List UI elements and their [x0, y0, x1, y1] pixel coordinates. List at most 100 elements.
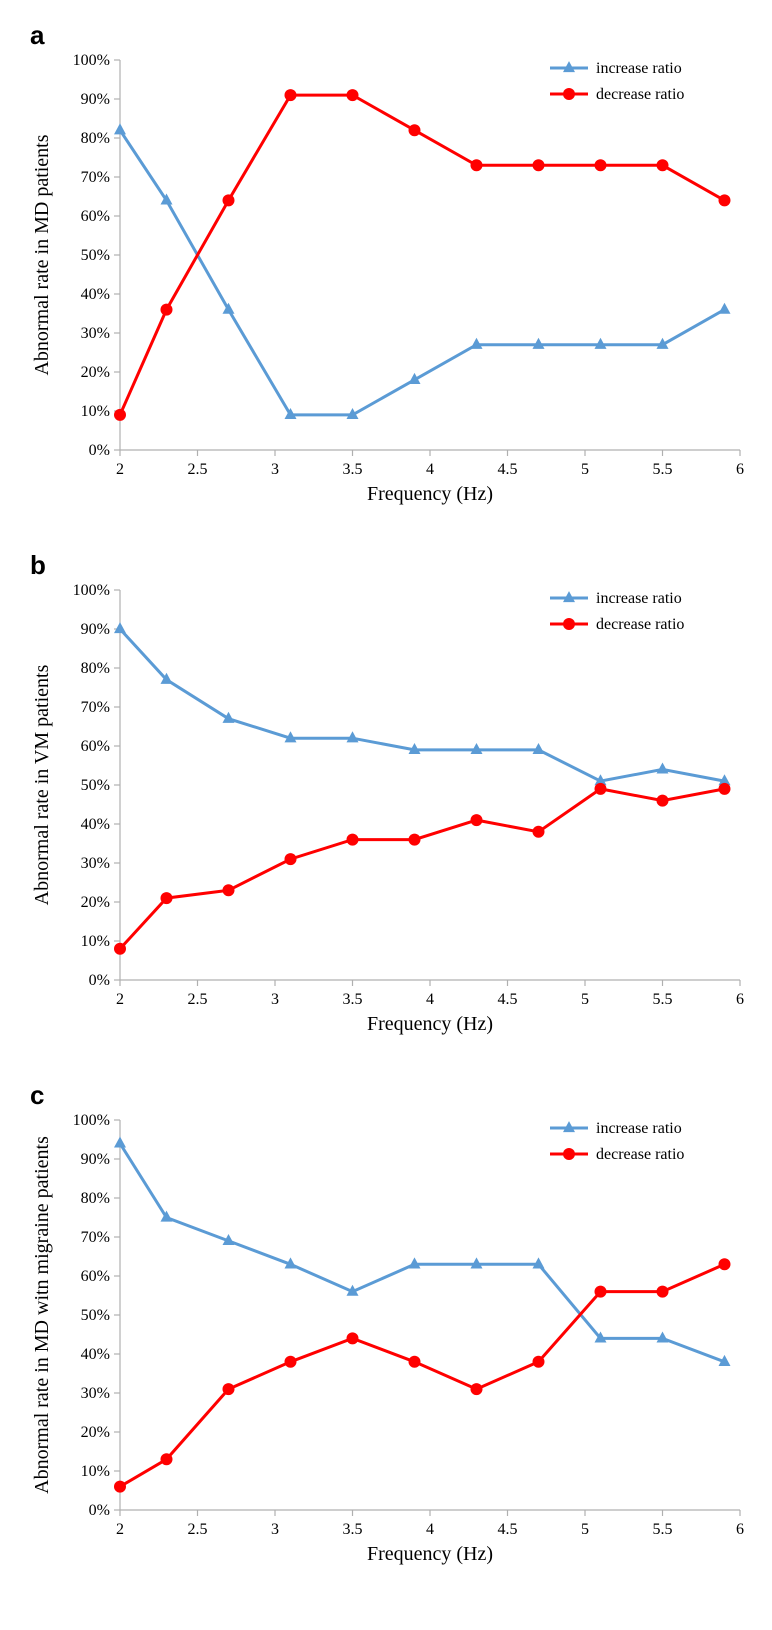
- y-tick-label: 30%: [81, 325, 110, 342]
- decrease-line: [120, 1264, 725, 1486]
- circle-marker: [595, 159, 607, 171]
- y-tick-label: 20%: [81, 364, 110, 381]
- y-axis-title: Abnormal rate in MD patients: [31, 134, 53, 375]
- decrease-line: [120, 789, 725, 949]
- y-tick-label: 80%: [81, 130, 110, 147]
- circle-marker: [114, 409, 126, 421]
- y-tick-label: 70%: [81, 169, 110, 186]
- y-tick-label: 50%: [81, 777, 110, 794]
- decrease-line: [120, 95, 725, 415]
- y-tick-label: 90%: [81, 621, 110, 638]
- x-tick-label: 4.5: [498, 1521, 518, 1538]
- x-tick-label: 5: [581, 1521, 589, 1538]
- y-tick-label: 100%: [73, 582, 110, 599]
- triangle-marker: [114, 1137, 126, 1148]
- circle-marker: [285, 853, 297, 865]
- y-tick-label: 80%: [81, 1190, 110, 1207]
- circle-marker: [161, 304, 173, 316]
- circle-marker: [114, 943, 126, 955]
- y-tick-label: 20%: [81, 1424, 110, 1441]
- circle-marker: [223, 1383, 235, 1395]
- panel-label-b: b: [30, 550, 46, 581]
- y-tick-label: 10%: [81, 933, 110, 950]
- x-tick-label: 2.5: [188, 991, 208, 1008]
- y-tick-label: 90%: [81, 1151, 110, 1168]
- legend-increase-label: increase ratio: [596, 1120, 682, 1137]
- x-tick-label: 6: [736, 461, 744, 478]
- panel-c: c 0%10%20%30%40%50%60%70%80%90%100%22.53…: [20, 1080, 752, 1580]
- y-tick-label: 10%: [81, 1463, 110, 1480]
- x-tick-label: 5: [581, 461, 589, 478]
- y-tick-label: 60%: [81, 738, 110, 755]
- panel-label-a: a: [30, 20, 44, 51]
- y-tick-label: 100%: [73, 52, 110, 69]
- circle-marker: [409, 834, 421, 846]
- panel-a: a 0%10%20%30%40%50%60%70%80%90%100%22.53…: [20, 20, 752, 520]
- circle-marker: [719, 783, 731, 795]
- x-tick-label: 4: [426, 991, 434, 1008]
- x-tick-label: 3: [271, 991, 279, 1008]
- x-tick-label: 2.5: [188, 461, 208, 478]
- increase-line: [120, 130, 725, 415]
- x-axis-title: Frequency (Hz): [367, 483, 493, 505]
- circle-marker: [657, 159, 669, 171]
- circle-marker: [533, 1356, 545, 1368]
- y-tick-label: 90%: [81, 91, 110, 108]
- circle-marker: [563, 1148, 575, 1160]
- circle-marker: [409, 1356, 421, 1368]
- circle-marker: [223, 884, 235, 896]
- circle-marker: [471, 159, 483, 171]
- y-tick-label: 20%: [81, 894, 110, 911]
- triangle-marker: [114, 622, 126, 633]
- circle-marker: [595, 1286, 607, 1298]
- increase-line: [120, 1143, 725, 1361]
- circle-marker: [347, 834, 359, 846]
- circle-marker: [657, 1286, 669, 1298]
- y-tick-label: 70%: [81, 699, 110, 716]
- x-axis-title: Frequency (Hz): [367, 1543, 493, 1565]
- y-tick-label: 30%: [81, 855, 110, 872]
- legend-decrease-label: decrease ratio: [596, 86, 684, 103]
- circle-marker: [161, 1453, 173, 1465]
- circle-marker: [161, 892, 173, 904]
- x-tick-label: 6: [736, 991, 744, 1008]
- y-tick-label: 0%: [89, 1502, 110, 1519]
- circle-marker: [719, 1258, 731, 1270]
- x-tick-label: 2: [116, 991, 124, 1008]
- y-tick-label: 30%: [81, 1385, 110, 1402]
- x-tick-label: 3: [271, 461, 279, 478]
- chart-panel-c: 0%10%20%30%40%50%60%70%80%90%100%22.533.…: [20, 1080, 772, 1580]
- y-axis-title: Abnormal rate in VM patients: [31, 664, 53, 905]
- x-tick-label: 3.5: [343, 1521, 363, 1538]
- y-tick-label: 50%: [81, 1307, 110, 1324]
- increase-line: [120, 629, 725, 781]
- legend-increase-label: increase ratio: [596, 60, 682, 77]
- circle-marker: [347, 89, 359, 101]
- y-tick-label: 50%: [81, 247, 110, 264]
- x-tick-label: 2: [116, 1521, 124, 1538]
- y-tick-label: 40%: [81, 286, 110, 303]
- circle-marker: [563, 618, 575, 630]
- circle-marker: [533, 826, 545, 838]
- circle-marker: [471, 1383, 483, 1395]
- x-tick-label: 6: [736, 1521, 744, 1538]
- triangle-marker: [719, 303, 731, 314]
- y-axis-title: Abnormal rate in MD witn migraine patien…: [31, 1136, 53, 1494]
- x-tick-label: 3.5: [343, 461, 363, 478]
- triangle-marker: [657, 763, 669, 774]
- y-tick-label: 40%: [81, 816, 110, 833]
- circle-marker: [114, 1481, 126, 1493]
- x-tick-label: 4.5: [498, 991, 518, 1008]
- x-tick-label: 5.5: [653, 1521, 673, 1538]
- circle-marker: [657, 795, 669, 807]
- chart-panel-a: 0%10%20%30%40%50%60%70%80%90%100%22.533.…: [20, 20, 772, 520]
- y-tick-label: 0%: [89, 442, 110, 459]
- circle-marker: [471, 814, 483, 826]
- y-tick-label: 60%: [81, 208, 110, 225]
- legend-decrease-label: decrease ratio: [596, 1146, 684, 1163]
- legend-increase-label: increase ratio: [596, 590, 682, 607]
- y-tick-label: 80%: [81, 660, 110, 677]
- x-tick-label: 5.5: [653, 991, 673, 1008]
- y-tick-label: 10%: [81, 403, 110, 420]
- circle-marker: [719, 194, 731, 206]
